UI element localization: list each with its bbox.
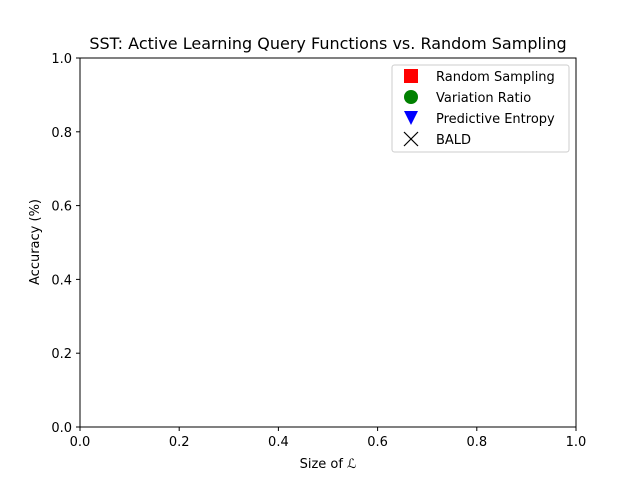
x-tick-label: 0.8 <box>466 435 487 450</box>
legend-entry: Random Sampling <box>404 69 555 85</box>
axes: 0.0 0.2 0.4 0.6 0.8 1.0 0.0 0.2 0.4 0.6 0.8 1.0 <box>51 52 586 450</box>
legend-label: BALD <box>436 133 471 148</box>
y-axis-label: Accuracy (%) <box>28 199 43 285</box>
legend-marker-square <box>404 69 418 83</box>
x-tick-label: 0.2 <box>169 435 190 450</box>
legend-label: Random Sampling <box>436 70 555 85</box>
legend-marker-circle <box>404 90 418 104</box>
legend-box <box>391 64 570 153</box>
x-tick-label: 0.0 <box>70 435 91 450</box>
y-tick-label: 0.6 <box>51 200 72 215</box>
y-tick-label: 0.4 <box>51 273 72 288</box>
chart-title: SST: Active Learning Query Functions vs.… <box>89 34 566 53</box>
y-tick-label: 0.2 <box>51 347 72 362</box>
legend-entry: Variation Ratio <box>404 90 531 106</box>
x-tick-label: 0.4 <box>268 435 289 450</box>
plot-frame <box>79 57 577 428</box>
legend-label: Predictive Entropy <box>436 112 555 127</box>
legend-entry: Predictive Entropy <box>404 111 555 127</box>
y-tick-label: 0.8 <box>51 126 72 141</box>
legend-marker-triangle-down <box>404 111 418 125</box>
y-tick-label: 1.0 <box>51 52 72 67</box>
legend-entry: BALD <box>403 131 471 148</box>
x-axis-label: Size of ℒ <box>300 457 357 472</box>
x-tick-label: 0.6 <box>367 435 388 450</box>
legend-marker-x <box>403 131 419 147</box>
legend-label: Variation Ratio <box>436 91 531 106</box>
legend: Random Sampling Variation Ratio Predictive… <box>391 64 570 153</box>
y-tick-label: 0.0 <box>51 421 72 436</box>
legend-marker-x-stroke <box>403 131 419 147</box>
x-tick-label: 1.0 <box>566 435 587 450</box>
